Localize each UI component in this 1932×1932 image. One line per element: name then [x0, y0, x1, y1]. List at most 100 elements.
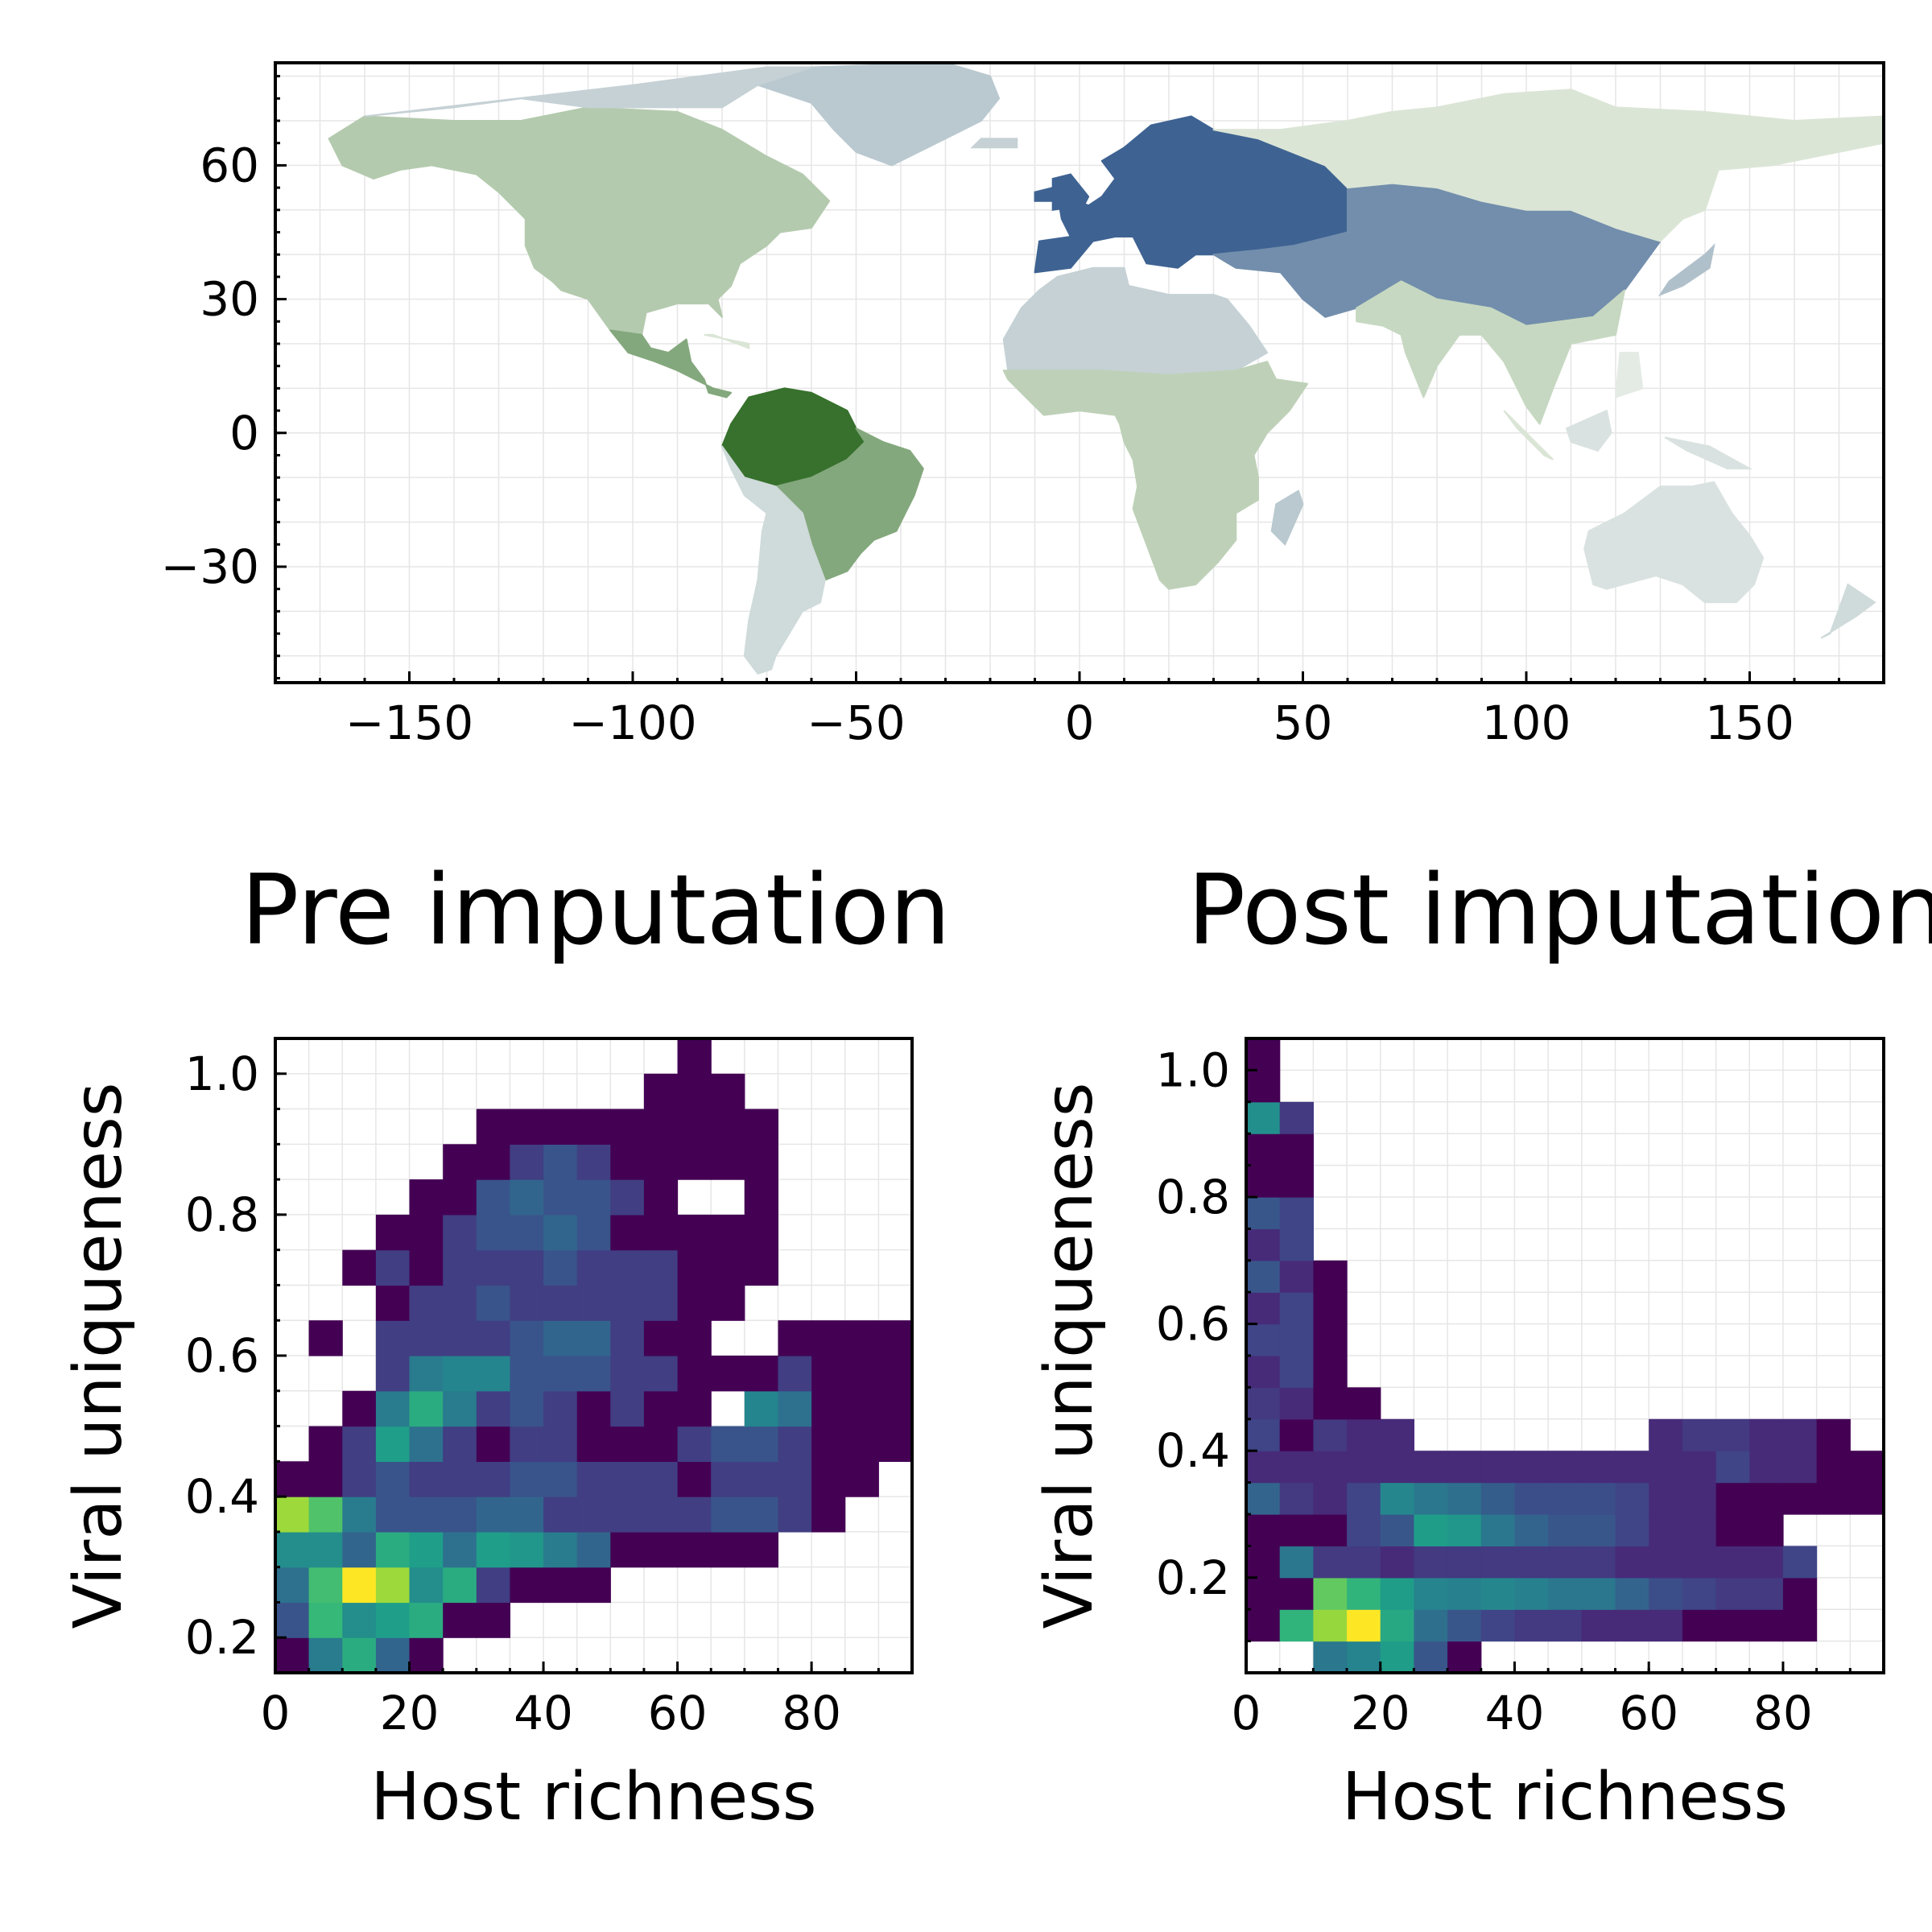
histogram-cell — [1749, 1514, 1784, 1546]
histogram-cell — [677, 1426, 712, 1462]
histogram-cell — [677, 1531, 712, 1568]
histogram-cell — [1313, 1482, 1348, 1515]
histogram-cell — [375, 1214, 411, 1251]
histogram-cell — [409, 1567, 444, 1604]
histogram-cell — [576, 1144, 611, 1180]
histogram-cell — [1313, 1546, 1348, 1579]
histogram-cell — [510, 1144, 544, 1180]
x-tick-label: −50 — [807, 696, 905, 750]
island — [1034, 186, 1054, 202]
histogram-cell — [1816, 1482, 1851, 1515]
histogram-cell — [342, 1602, 377, 1638]
histogram-cell — [409, 1214, 444, 1251]
histogram-cell — [844, 1461, 879, 1497]
histogram-cell — [1279, 1546, 1314, 1579]
histogram-cell — [677, 1073, 712, 1110]
histogram-cell — [643, 1496, 679, 1533]
histogram-cell — [1615, 1482, 1649, 1515]
histogram-cell — [476, 1214, 510, 1251]
y-tick-label: 1.0 — [1156, 1042, 1230, 1097]
land-regions — [328, 62, 1885, 675]
histogram-cell — [878, 1426, 913, 1462]
x-tick-label: −100 — [568, 696, 696, 750]
histogram-cell — [643, 1108, 679, 1145]
y-tick-label: 30 — [200, 272, 259, 327]
histogram-cell — [677, 1356, 712, 1392]
histogram-cell — [744, 1144, 778, 1180]
histogram-cell — [1279, 1609, 1314, 1642]
histogram-cell — [543, 1108, 578, 1145]
histogram-cell — [476, 1249, 510, 1286]
histogram-cell — [1313, 1323, 1348, 1356]
histogram-cell — [375, 1426, 411, 1462]
histogram-cell — [1514, 1514, 1549, 1546]
histogram-cell — [744, 1461, 778, 1497]
histogram-cell — [1313, 1641, 1348, 1674]
histogram-cell — [443, 1496, 477, 1533]
histogram-cell — [576, 1108, 611, 1145]
histogram-cell — [844, 1390, 879, 1427]
island — [1051, 173, 1090, 211]
histogram-cell — [811, 1320, 846, 1356]
region-southeast-asia — [1356, 280, 1626, 425]
histogram-cell — [1279, 1482, 1314, 1515]
histogram-cell — [1850, 1482, 1885, 1515]
region-sahara — [1002, 266, 1269, 376]
histogram-cell — [1313, 1577, 1348, 1610]
island — [1614, 352, 1644, 398]
histogram-cell — [677, 1285, 712, 1321]
histogram-cell — [1649, 1482, 1683, 1515]
histogram-cell — [677, 1461, 712, 1497]
histogram-cell — [342, 1461, 377, 1497]
histogram-cell — [476, 1179, 510, 1216]
histogram-cell — [643, 1320, 679, 1356]
histogram-cell — [1480, 1546, 1516, 1579]
island — [364, 66, 812, 118]
histogram-cell — [1313, 1609, 1348, 1642]
histogram-cell — [1246, 1482, 1281, 1515]
histogram-cell — [576, 1249, 611, 1286]
post-imputation-panel: 0 20 40 60 80 0.2 0.4 0.6 0.8 1.0 Post imputation H… — [1031, 855, 1932, 1835]
x-tick-label: 40 — [1485, 1686, 1545, 1740]
axes: 0 20 40 60 80 0.2 0.4 0.6 0.8 1.0 — [185, 1037, 914, 1740]
histogram-cell — [1313, 1451, 1348, 1484]
histogram-cell — [1246, 1260, 1281, 1293]
histogram-cell — [677, 1496, 712, 1533]
y-tick-label: 0.4 — [1156, 1423, 1230, 1478]
histogram-cell — [409, 1602, 444, 1638]
histogram-cell — [744, 1108, 778, 1145]
histogram-cell — [1279, 1418, 1314, 1451]
histogram-cell — [543, 1144, 578, 1180]
histogram-cell — [744, 1531, 778, 1568]
y-tick-label: 0.2 — [185, 1610, 259, 1665]
histogram-cell — [510, 1285, 544, 1321]
histogram-cell — [476, 1390, 510, 1427]
island — [704, 333, 750, 349]
histogram-cell — [610, 1179, 645, 1216]
histogram-cell — [711, 1531, 745, 1568]
histogram-cell — [1447, 1609, 1482, 1642]
island — [1270, 489, 1304, 547]
histogram-cell — [1279, 1165, 1314, 1198]
x-tick-label: −150 — [345, 696, 473, 750]
histogram-cell — [1246, 1038, 1281, 1071]
histogram-cell — [1414, 1609, 1448, 1642]
histogram-cell — [1548, 1482, 1583, 1515]
histogram-cell — [1414, 1451, 1448, 1484]
histogram-cell — [1380, 1451, 1414, 1484]
histogram-cell — [811, 1496, 846, 1533]
histogram-cell — [275, 1461, 310, 1497]
y-axis-title: Viral uniqueness — [1031, 1083, 1108, 1629]
histogram-cell — [1246, 1292, 1281, 1325]
histogram-cell — [1514, 1577, 1549, 1610]
histogram-cell — [844, 1426, 879, 1462]
histogram-cell — [543, 1214, 578, 1251]
histogram-cell — [476, 1567, 510, 1604]
histogram-cell — [409, 1531, 444, 1568]
histogram-cell — [1279, 1228, 1314, 1261]
x-tick-label: 0 — [1065, 696, 1095, 750]
y-tick-label: 0 — [229, 406, 259, 460]
histogram-cell — [1682, 1546, 1717, 1579]
histogram-cell — [1414, 1514, 1448, 1546]
histogram-cell — [275, 1496, 310, 1533]
